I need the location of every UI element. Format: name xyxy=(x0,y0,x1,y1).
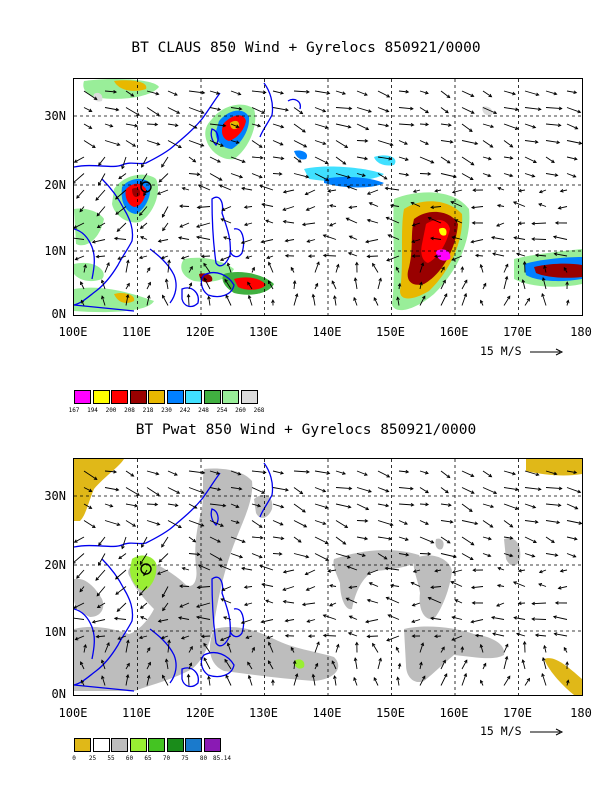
legend-swatch xyxy=(129,390,147,404)
legend-label: 194 xyxy=(87,407,98,414)
lat-label: 0N xyxy=(51,687,66,701)
lat-label: 20N xyxy=(44,558,66,572)
lon-label: 140E xyxy=(312,706,342,720)
legend-label: 254 xyxy=(216,407,228,414)
cloud-shading xyxy=(74,79,582,313)
panel2-title: BT Pwat 850 Wind + Gyrelocs 850921/0000 xyxy=(135,422,477,438)
legend-label: 260 xyxy=(235,407,246,414)
lon-label: 160E xyxy=(439,706,469,720)
legend-swatch xyxy=(166,390,184,404)
legend-label: 65 xyxy=(144,755,152,762)
lat-label: 20N xyxy=(44,178,66,192)
legend-swatch xyxy=(185,390,202,404)
arrow-right-icon xyxy=(530,728,564,735)
legend-swatch xyxy=(92,390,110,404)
legend-swatch xyxy=(111,738,128,752)
lon-label: 100E xyxy=(58,706,88,720)
lat-label: 30N xyxy=(44,489,66,503)
claus-map-panel xyxy=(73,78,583,316)
lon-label: 170E xyxy=(503,325,532,339)
legend-label: 55 xyxy=(107,755,115,762)
arrow-right-icon xyxy=(530,348,564,355)
lat-label: 10N xyxy=(44,244,66,258)
legend-swatch xyxy=(148,738,165,752)
legend-swatch xyxy=(166,738,184,752)
lon-label: 130E xyxy=(249,325,278,339)
legend-label: 248 xyxy=(198,407,209,414)
lon-label: 110E xyxy=(122,325,151,339)
legend-label: 208 xyxy=(124,407,135,414)
legend-label: 25 xyxy=(88,755,97,762)
lat-label: 30N xyxy=(44,109,66,123)
lon-label: 120E xyxy=(185,706,215,720)
legend-label: 218 xyxy=(142,407,154,414)
pwat-map-panel xyxy=(73,458,583,696)
legend-label: 60 xyxy=(125,755,134,762)
lat-lon-grid xyxy=(74,79,582,315)
lon-label: 160E xyxy=(439,325,469,339)
lon-label: 180 xyxy=(570,706,592,720)
legend-swatch xyxy=(240,390,258,404)
lon-label: 150E xyxy=(376,325,405,339)
lon-label: 140E xyxy=(312,325,342,339)
coastline xyxy=(74,462,274,692)
lon-label: 150E xyxy=(376,706,405,720)
legend-swatch xyxy=(185,738,202,752)
scale-text: 15 M/S xyxy=(480,344,522,358)
legend-swatch xyxy=(92,738,110,752)
lon-label: 180 xyxy=(570,325,592,339)
lon-label: 170E xyxy=(503,706,532,720)
lat-label: 0N xyxy=(51,307,66,321)
wind-scale-label: 15 M/S xyxy=(480,344,564,358)
lon-label: 130E xyxy=(249,706,278,720)
legend-swatch xyxy=(74,738,91,752)
lat-label: 10N xyxy=(44,625,66,639)
legend-swatch xyxy=(203,390,221,404)
circle-marker-icon xyxy=(140,563,152,575)
legend-label: 200 xyxy=(105,407,117,414)
scale-text: 15 M/S xyxy=(480,724,522,738)
wind-vectors xyxy=(74,469,582,686)
wind-vectors xyxy=(74,89,582,306)
legend-label: 167 xyxy=(68,407,80,414)
legend-swatch xyxy=(74,390,91,404)
legend-label: 80 xyxy=(199,755,208,762)
legend-label: 268 xyxy=(253,407,265,414)
legend-label: 85.14 xyxy=(212,755,232,762)
lon-label: 110E xyxy=(122,706,151,720)
wind-scale-label: 15 M/S xyxy=(480,724,564,738)
lat-lon-grid xyxy=(74,459,582,695)
legend-label: 0 xyxy=(72,755,76,762)
legend-swatch xyxy=(203,738,221,752)
legend-swatch xyxy=(111,390,128,404)
legend-label: 242 xyxy=(179,407,191,414)
panel1-title: BT CLAUS 850 Wind + Gyrelocs 850921/0000 xyxy=(131,40,481,56)
coastline xyxy=(74,82,301,312)
legend-label: 230 xyxy=(161,407,172,414)
legend-swatch xyxy=(148,390,165,404)
legend-label: 70 xyxy=(162,755,171,762)
lon-label: 100E xyxy=(58,325,88,339)
lon-label: 120E xyxy=(185,325,215,339)
legend-swatch xyxy=(129,738,147,752)
circle-marker-icon xyxy=(140,181,152,193)
legend-label: 75 xyxy=(181,755,189,762)
legend-swatch xyxy=(222,390,239,404)
